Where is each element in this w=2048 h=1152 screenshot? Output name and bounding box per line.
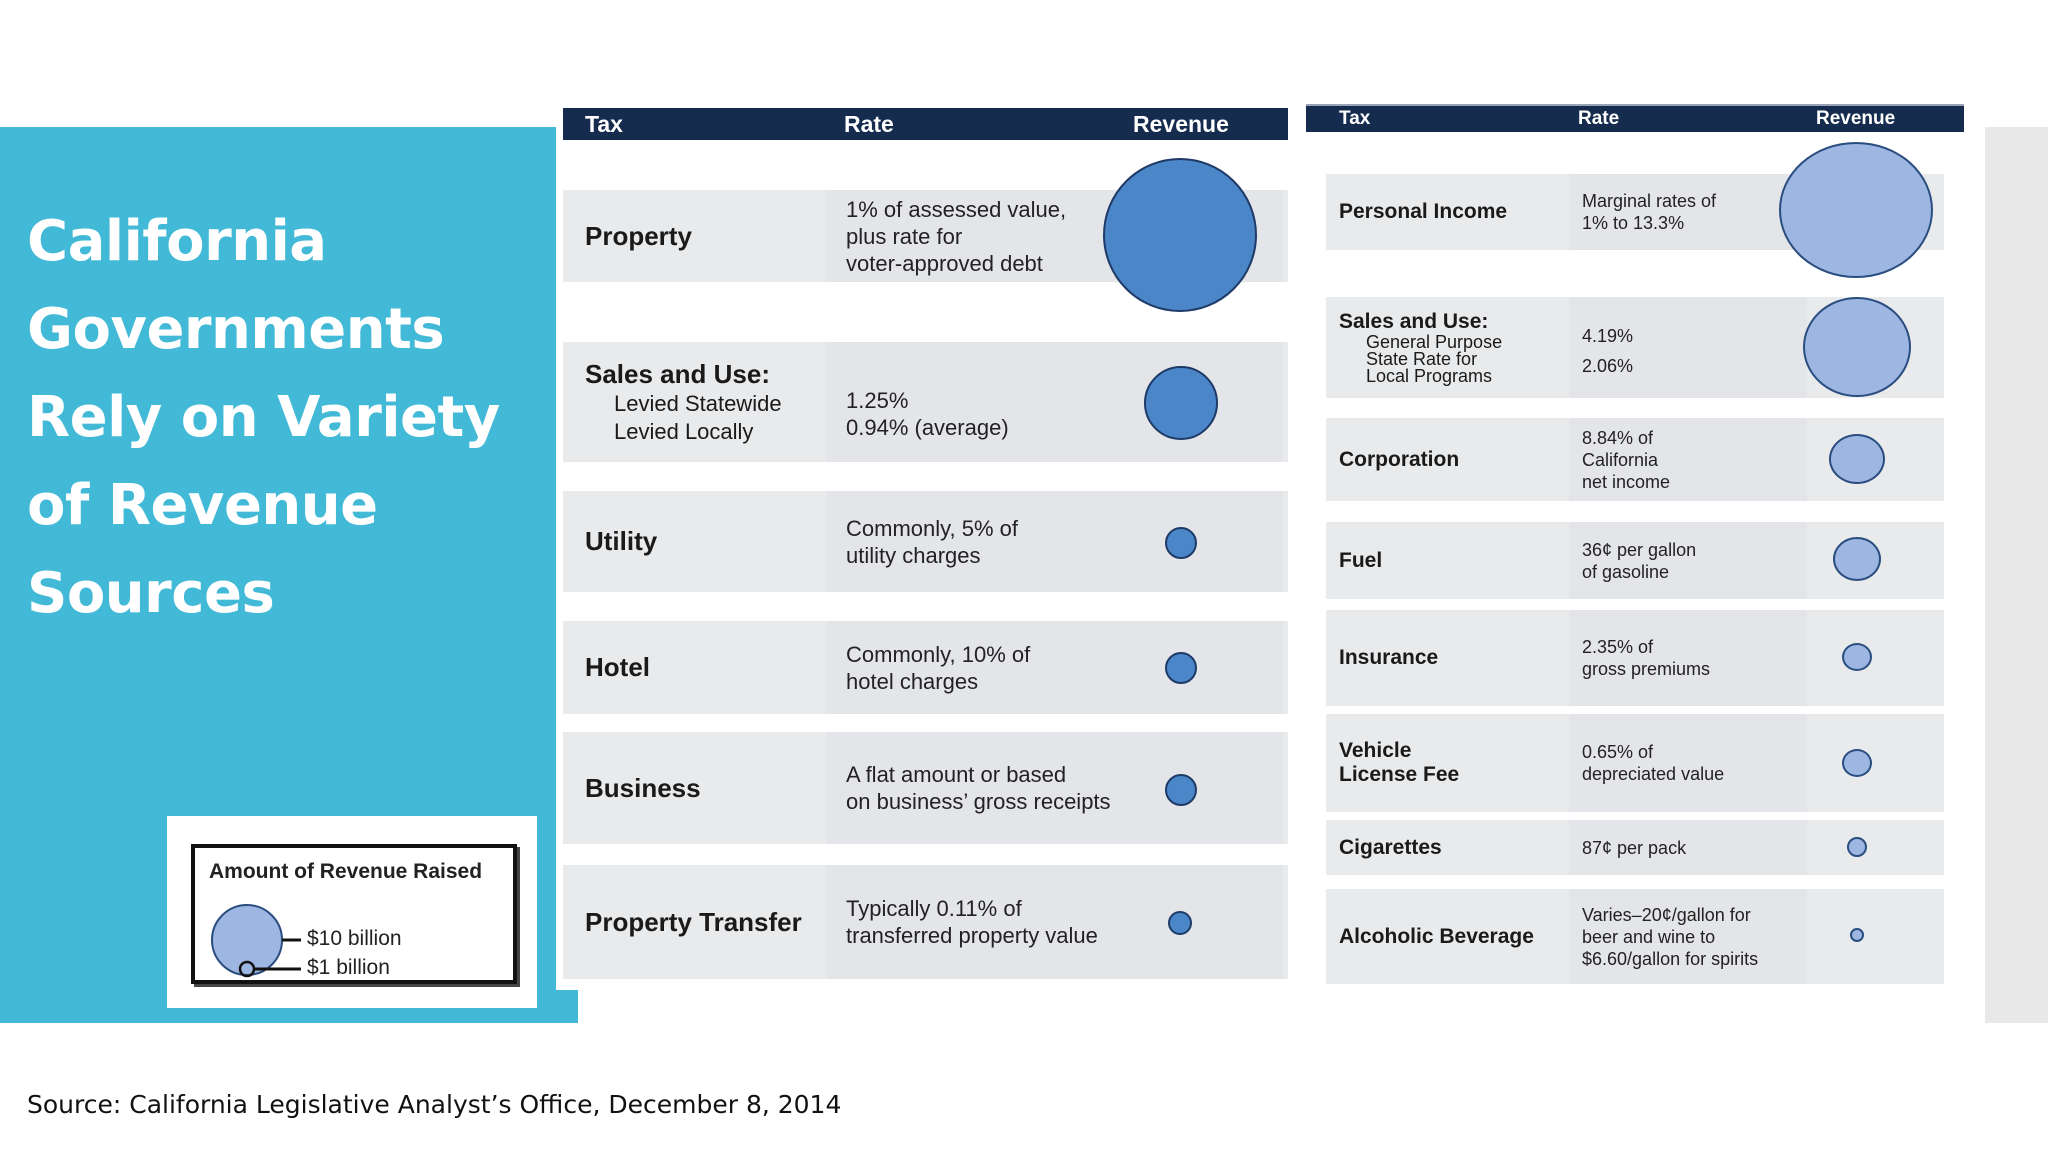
header-tax: Tax	[585, 111, 623, 137]
source-citation: Source: California Legislative Analyst’s…	[27, 1090, 842, 1119]
tax-rate: Marginal rates of 1% to 13.3%	[1569, 174, 1807, 250]
tax-name: Hotel	[563, 621, 823, 714]
tax-rate: Commonly, 10% of hotel charges	[826, 621, 1283, 714]
rate-text: A flat amount or based on business’ gros…	[846, 762, 1111, 814]
revenue-bubble	[1829, 434, 1885, 484]
rate-text: Commonly, 5% of utility charges	[846, 515, 1018, 568]
tax-rate: A flat amount or based on business’ gros…	[826, 732, 1283, 844]
tax-name: Sales and Use: Levied Statewide Levied L…	[563, 342, 823, 462]
legend-bubble-large	[211, 904, 283, 976]
tax-name: Corporation	[1326, 418, 1566, 501]
rate-text: 87¢ per pack	[1582, 837, 1687, 858]
tax-name: Fuel	[1326, 522, 1566, 599]
revenue-bubble	[1779, 142, 1933, 278]
rate-text: 8.84% of California net income	[1582, 427, 1671, 492]
tax-rate: 36¢ per gallon of gasoline	[1569, 522, 1807, 599]
table-row: Cigarettes 87¢ per pack	[1326, 820, 1944, 875]
rate-text: 2.35% of gross premiums	[1582, 637, 1711, 679]
slide-title: California Governments Rely on Variety o…	[27, 209, 500, 626]
right-edge-strip	[1985, 127, 2048, 1023]
tax-rate: 4.19% 2.06%	[1569, 297, 1807, 398]
legend-bubbles	[211, 904, 301, 978]
legend-label-small: $1 billion	[307, 956, 390, 979]
table-row: Personal Income Marginal rates of 1% to …	[1326, 174, 1944, 250]
rate-text: 36¢ per gallon of gasoline	[1582, 539, 1697, 582]
header-rate: Rate	[1578, 108, 1620, 129]
revenue-bubble	[1803, 297, 1911, 397]
tax-name: Vehicle License Fee	[1326, 714, 1566, 812]
rate-text: Marginal rates of 1% to 13.3%	[1582, 191, 1717, 233]
table-row: Hotel Commonly, 10% of hotel charges	[563, 621, 1288, 714]
revenue-bubble	[1144, 366, 1218, 440]
tax-name-main: Sales and Use:	[1339, 310, 1489, 333]
header-rate: Rate	[844, 111, 894, 137]
tax-rate: 0.65% of depreciated value	[1569, 714, 1807, 812]
tax-name: Personal Income	[1326, 174, 1566, 250]
revenue-bubble	[1842, 749, 1872, 777]
legend-title: Amount of Revenue Raised	[209, 860, 483, 883]
revenue-bubble	[1833, 537, 1881, 581]
local-tax-table: Tax Rate Revenue Property 1% of assessed…	[563, 108, 1288, 983]
revenue-bubble	[1165, 652, 1197, 684]
state-tax-table: Tax Rate Revenue Personal Income Margina…	[1306, 104, 1964, 984]
tax-name: Sales and Use: General Purpose State Rat…	[1326, 297, 1566, 398]
table-row: Business A flat amount or based on busin…	[563, 732, 1288, 844]
tax-rate: Typically 0.11% of transferred property …	[826, 865, 1283, 979]
tax-name: Property Transfer	[563, 865, 823, 979]
local-table-header: Tax Rate Revenue	[563, 108, 1288, 140]
rate-text: 0.65% of depreciated value	[1582, 742, 1725, 784]
table-row: Alcoholic Beverage Varies–20¢/gallon for…	[1326, 889, 1944, 984]
rate-text: Varies–20¢/gallon for beer and wine to $…	[1582, 904, 1759, 969]
revenue-bubble	[1165, 774, 1197, 806]
legend-box: Amount of Revenue Raised $10 billion $1 …	[191, 844, 517, 984]
revenue-bubble	[1168, 911, 1192, 935]
table-row: Property Transfer Typically 0.11% of tra…	[563, 865, 1288, 979]
tax-name: Business	[563, 732, 823, 844]
table-row: Vehicle License Fee 0.65% of depreciated…	[1326, 714, 1944, 812]
revenue-bubble	[1850, 928, 1864, 942]
tax-name: Insurance	[1326, 610, 1566, 706]
tax-rate: 87¢ per pack	[1569, 820, 1807, 875]
tax-name: Utility	[563, 491, 823, 592]
header-revenue: Revenue	[1816, 108, 1896, 129]
revenue-bubble	[1847, 837, 1867, 857]
rate-text: 1.25% 0.94% (average)	[846, 388, 1009, 440]
table-row: Fuel 36¢ per gallon of gasoline	[1326, 522, 1944, 599]
header-tax: Tax	[1339, 108, 1371, 129]
revenue-bubble	[1842, 643, 1872, 671]
tax-name-sub: Levied Statewide Levied Locally	[614, 390, 782, 444]
tax-rate: 8.84% of California net income	[1569, 418, 1807, 501]
tax-rate: 2.35% of gross premiums	[1569, 610, 1807, 706]
revenue-bubble	[1103, 158, 1257, 312]
revenue-bubble	[1165, 527, 1197, 559]
header-revenue: Revenue	[1133, 111, 1229, 137]
tax-name-main: Sales and Use:	[585, 358, 770, 389]
rate-text: Typically 0.11% of transferred property …	[846, 896, 1098, 948]
tax-name: Property	[563, 190, 823, 282]
tax-rate: Varies–20¢/gallon for beer and wine to $…	[1569, 889, 1807, 984]
state-table-header: Tax Rate Revenue	[1306, 104, 1964, 132]
table-row: Insurance 2.35% of gross premiums	[1326, 610, 1944, 706]
rate-text: Commonly, 10% of hotel charges	[846, 641, 1031, 694]
rate-text: 1% of assessed value, plus rate for vote…	[846, 196, 1067, 276]
legend-card: Amount of Revenue Raised $10 billion $1 …	[167, 816, 537, 1008]
tax-name: Alcoholic Beverage	[1326, 889, 1566, 984]
rate-text: 4.19% 2.06%	[1582, 326, 1634, 376]
legend-label-large: $10 billion	[307, 927, 402, 950]
tax-name-sub: General Purpose State Rate for Local Pro…	[1366, 332, 1503, 386]
tax-rate: Commonly, 5% of utility charges	[826, 491, 1283, 592]
tax-name: Cigarettes	[1326, 820, 1566, 875]
title-panel-tab	[556, 990, 578, 1023]
